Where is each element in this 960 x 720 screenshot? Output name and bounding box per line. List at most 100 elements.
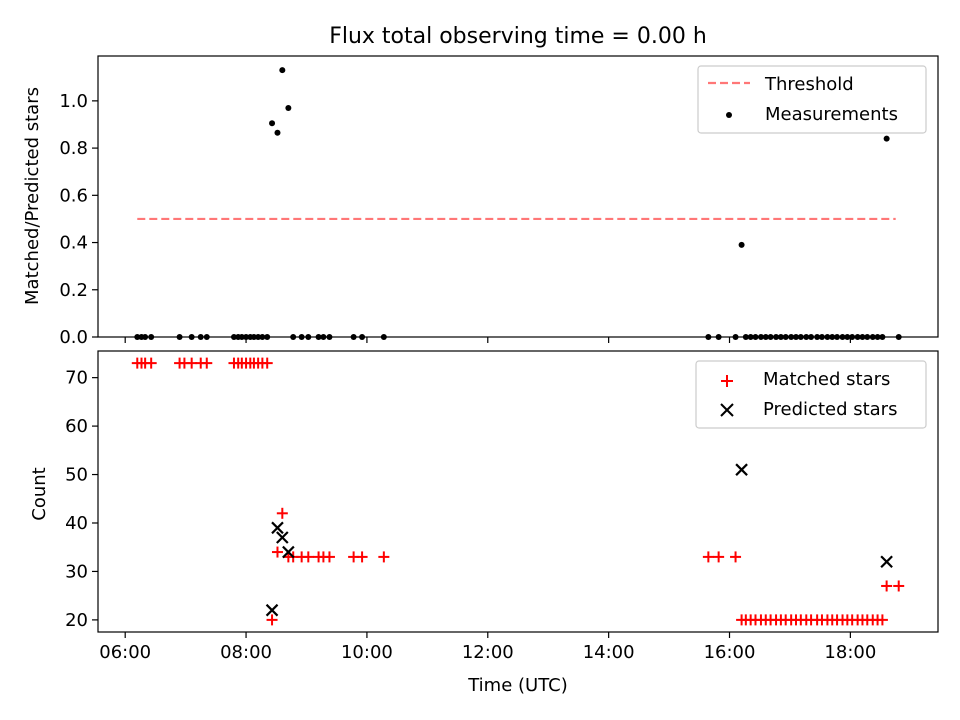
bottom-y-tick-label: 50 [65, 465, 88, 486]
measurement-point [269, 120, 276, 127]
measurement-point [197, 334, 204, 340]
measurement-point [839, 334, 846, 340]
measurement-point [777, 334, 784, 340]
matched-star-marker [145, 357, 157, 369]
bottom-y-ticks: 20 30 40 50 60 70 [65, 368, 98, 631]
matched-star-marker [893, 580, 905, 592]
measurement-point [298, 334, 305, 340]
measurement-point [792, 334, 799, 340]
x-tick-label: 12:00 [462, 642, 514, 663]
measurement-point [176, 334, 183, 340]
measurement-point [142, 334, 149, 340]
measurement-point [782, 334, 789, 340]
measurement-point [732, 334, 739, 340]
measurement-point [255, 334, 262, 340]
predicted-star-marker [735, 463, 748, 476]
measurement-point [773, 334, 780, 340]
measurement-point [869, 334, 876, 340]
bottom-x-ticks: 06:00 08:00 10:00 12:00 14:00 16:00 18:00 [99, 632, 876, 663]
measurement-point [849, 334, 856, 340]
top-y-ticks: 0.0 0.2 0.4 0.6 0.8 1.0 [59, 91, 98, 348]
measurement-point [290, 334, 297, 340]
measurement-point [829, 334, 836, 340]
bottom-legend-box [695, 360, 927, 429]
top-legend-box [697, 65, 927, 134]
predicted-star-marker [276, 531, 289, 544]
measurement-point [188, 334, 195, 340]
measurement-point [883, 135, 890, 142]
measurement-point [864, 334, 871, 340]
measurement-point [315, 334, 322, 340]
x-tick-label: 16:00 [704, 642, 756, 663]
measurement-point [752, 334, 759, 340]
measurement-point [797, 334, 804, 340]
bottom-y-tick-label: 30 [65, 561, 88, 582]
measurement-point [834, 334, 841, 340]
chart-title: Flux total observing time = 0.00 h [329, 24, 707, 49]
measurement-point [285, 104, 292, 111]
measurement-point [715, 334, 722, 340]
measurement-point [824, 334, 831, 340]
measurement-point [243, 334, 250, 340]
bottom-y-axis-label: Count [29, 467, 50, 520]
matched-star-marker [876, 614, 888, 626]
matched-star-marker [881, 580, 893, 592]
matched-star-marker [323, 551, 335, 563]
measurement-point [742, 334, 749, 340]
top-y-tick-label: 0.6 [59, 185, 88, 206]
measurement-point [844, 334, 851, 340]
legend-predicted-swatch [720, 403, 734, 417]
measurement-point [803, 334, 810, 340]
measurement-point [203, 334, 210, 340]
x-tick-label: 14:00 [583, 642, 635, 663]
measurement-point [808, 334, 815, 340]
measurement-point [818, 334, 825, 340]
measurements-series [134, 67, 902, 340]
legend-predicted-label: Predicted stars [763, 399, 897, 420]
measurement-point [859, 334, 866, 340]
matched-star-marker [261, 357, 273, 369]
matched-star-marker [201, 357, 213, 369]
x-tick-label: 08:00 [220, 642, 272, 663]
legend-measurements-label: Measurements [765, 104, 898, 125]
legend-threshold-label: Threshold [764, 74, 854, 95]
measurement-point [874, 334, 881, 340]
measurement-point [705, 334, 712, 340]
matched-star-marker [276, 507, 288, 519]
x-axis-label: Time (UTC) [467, 675, 568, 696]
top-y-axis-label: Matched/Predicted stars [22, 87, 43, 305]
bottom-y-tick-label: 70 [65, 368, 88, 389]
bottom-y-tick-label: 60 [65, 416, 88, 437]
measurement-point [148, 334, 155, 340]
measurement-point [359, 334, 366, 340]
predicted-star-marker [880, 555, 893, 569]
top-y-tick-label: 0.2 [59, 280, 88, 301]
legend-matched-label: Matched stars [763, 369, 890, 390]
top-y-tick-label: 0.4 [59, 233, 88, 254]
measurement-point [320, 334, 327, 340]
top-y-tick-label: 0.0 [59, 327, 88, 348]
matched-stars-series [131, 357, 905, 626]
matched-star-marker [378, 551, 390, 563]
measurement-point [757, 334, 764, 340]
matched-star-marker [266, 614, 278, 626]
predicted-star-marker [265, 603, 279, 617]
top-plot-frame [97, 55, 939, 338]
top-y-tick-label: 0.8 [59, 138, 88, 159]
predicted-star-marker [271, 521, 284, 535]
matched-star-marker [702, 551, 714, 563]
matched-star-marker [713, 551, 725, 563]
legend-matched-swatch [721, 375, 733, 387]
measurement-point [134, 334, 141, 340]
measurement-point [274, 129, 281, 136]
matched-star-marker [302, 551, 314, 563]
predicted-stars-series [265, 463, 893, 617]
measurement-point [264, 334, 271, 340]
x-tick-label: 06:00 [99, 642, 151, 663]
measurement-point [854, 334, 861, 340]
measurement-point [895, 334, 902, 340]
matched-star-marker [271, 546, 283, 558]
bottom-y-tick-label: 20 [65, 610, 88, 631]
legend-measurements-swatch [726, 112, 732, 118]
measurement-point [305, 334, 312, 340]
